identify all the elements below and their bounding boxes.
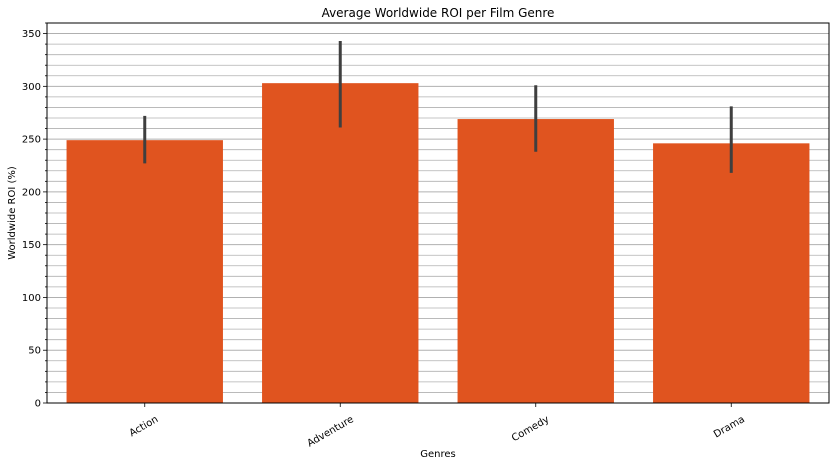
bar-action	[66, 140, 223, 403]
y-tick-label: 150	[22, 240, 41, 251]
chart-title: Average Worldwide ROI per Film Genre	[322, 6, 555, 20]
y-tick-label: 300	[22, 82, 41, 93]
bars	[66, 83, 810, 404]
y-tick-label: 50	[28, 346, 41, 357]
x-axis-ticks: Action Adventure Comedy Drama	[128, 403, 747, 449]
bar-drama	[653, 143, 810, 404]
x-tick-label: Adventure	[305, 414, 355, 449]
y-tick-label: 250	[22, 135, 41, 146]
bar-comedy	[457, 119, 614, 404]
y-axis-label: Worldwide ROI (%)	[7, 166, 18, 260]
y-tick-label: 100	[22, 293, 41, 304]
bar-adventure	[262, 83, 419, 404]
y-axis-ticks: 0 50 100 150 200 250 300 350	[22, 22, 47, 410]
x-tick-label: Comedy	[510, 414, 551, 444]
y-tick-label: 350	[22, 29, 41, 40]
x-axis-label: Genres	[420, 449, 456, 460]
x-tick-label: Action	[128, 414, 161, 439]
x-tick-label: Drama	[712, 414, 747, 440]
y-tick-label: 200	[22, 187, 41, 198]
error-bars	[143, 40, 733, 173]
y-tick-label: 0	[35, 399, 41, 410]
